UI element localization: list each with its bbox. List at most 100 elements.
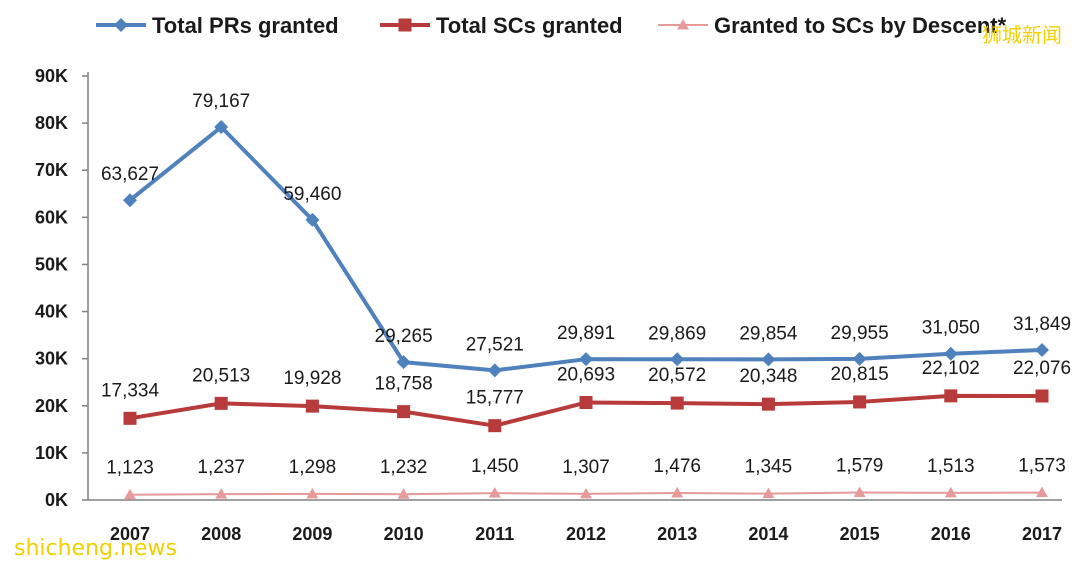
- data-label-total-scs-granted: 20,815: [831, 364, 889, 385]
- data-point-granted-to-scs-by-descent: [215, 488, 228, 499]
- data-label-granted-to-scs-by-descent: 1,476: [653, 456, 701, 477]
- data-point-total-prs-granted: [123, 193, 137, 208]
- data-label-total-prs-granted: 31,050: [922, 318, 980, 339]
- data-label-total-scs-granted: 18,758: [375, 374, 433, 395]
- data-label-total-prs-granted: 29,854: [739, 323, 798, 344]
- y-tick-label: 40K: [35, 302, 68, 322]
- data-point-granted-to-scs-by-descent: [397, 488, 410, 499]
- data-label-granted-to-scs-by-descent: 1,573: [1018, 456, 1066, 477]
- legend-item-total-prs-granted: Total PRs granted: [96, 13, 339, 38]
- legend-swatch-marker: [677, 19, 689, 30]
- data-label-total-prs-granted: 59,460: [283, 184, 341, 205]
- legend-label: Granted to SCs by Descent*: [714, 13, 1007, 38]
- data-point-total-scs-granted: [1035, 389, 1049, 403]
- y-tick-label: 20K: [35, 396, 68, 416]
- data-label-granted-to-scs-by-descent: 1,513: [927, 456, 975, 477]
- data-point-granted-to-scs-by-descent: [488, 487, 501, 498]
- data-label-total-prs-granted: 27,521: [466, 334, 524, 355]
- legend-label: Total SCs granted: [436, 13, 623, 38]
- data-label-granted-to-scs-by-descent: 1,298: [289, 457, 337, 478]
- data-label-total-scs-granted: 20,572: [648, 365, 706, 386]
- data-point-granted-to-scs-by-descent: [124, 488, 136, 500]
- data-point-total-prs-granted: [487, 363, 502, 378]
- data-point-total-scs-granted: [488, 419, 502, 433]
- y-tick-label: 80K: [35, 113, 68, 133]
- x-tick-label: 2013: [657, 524, 697, 544]
- x-tick-label: 2009: [292, 524, 332, 544]
- x-tick-label: 2012: [566, 524, 606, 544]
- data-label-total-prs-granted: 29,265: [375, 326, 433, 347]
- y-tick-label: 60K: [35, 207, 68, 227]
- data-point-total-scs-granted: [214, 396, 228, 410]
- legend-item-total-scs-granted: Total SCs granted: [380, 13, 623, 38]
- data-label-granted-to-scs-by-descent: 1,232: [380, 457, 428, 478]
- data-point-total-prs-granted: [305, 212, 320, 227]
- data-label-total-prs-granted: 29,869: [648, 323, 706, 344]
- x-tick-label: 2016: [931, 524, 971, 544]
- y-tick-label: 30K: [35, 349, 68, 369]
- y-tick-label: 50K: [35, 254, 68, 274]
- data-label-granted-to-scs-by-descent: 1,450: [471, 456, 519, 477]
- data-point-total-scs-granted: [944, 389, 958, 403]
- data-point-total-scs-granted: [123, 411, 137, 425]
- axes: 0K 10K 20K 30K 40K 50K 60K 70K 80K 90K 2007 2008 200…: [35, 66, 1062, 544]
- data-point-total-prs-granted: [670, 352, 685, 367]
- x-tick-label: 2014: [748, 524, 788, 544]
- data-point-total-prs-granted: [852, 351, 867, 366]
- legend-item-granted-to-scs-by-descent: Granted to SCs by Descent*: [658, 13, 1007, 38]
- data-point-total-scs-granted: [305, 399, 319, 413]
- data-point-total-prs-granted: [761, 352, 776, 367]
- x-tick-label: 2007: [110, 524, 150, 544]
- data-label-total-scs-granted: 15,777: [466, 388, 524, 409]
- data-point-total-prs-granted: [396, 355, 411, 370]
- data-point-granted-to-scs-by-descent: [944, 486, 957, 498]
- data-point-total-scs-granted: [397, 405, 411, 419]
- data-point-granted-to-scs-by-descent: [853, 486, 866, 498]
- data-point-total-scs-granted: [579, 396, 593, 410]
- data-point-granted-to-scs-by-descent: [580, 487, 592, 499]
- data-point-total-scs-granted: [853, 395, 867, 409]
- data-label-total-scs-granted: 20,513: [192, 365, 250, 386]
- watermark-bottom: shicheng.news: [14, 536, 177, 561]
- data-label-granted-to-scs-by-descent: 1,307: [562, 457, 610, 478]
- data-point-total-prs-granted: [579, 352, 593, 367]
- data-label-total-prs-granted: 79,167: [192, 91, 250, 112]
- data-label-total-scs-granted: 19,928: [283, 368, 341, 389]
- data-label-total-prs-granted: 63,627: [101, 164, 159, 185]
- data-label-granted-to-scs-by-descent: 1,237: [197, 457, 245, 478]
- legend-swatch-marker: [398, 18, 412, 32]
- x-tick-label: 2010: [384, 524, 424, 544]
- y-tick-label: 90K: [35, 66, 68, 86]
- series-total-scs-granted: [123, 389, 1049, 433]
- y-tick-label: 10K: [35, 443, 68, 463]
- data-label-granted-to-scs-by-descent: 1,123: [106, 458, 154, 479]
- legend-label: Total PRs granted: [152, 13, 339, 38]
- series-total-prs-granted: [123, 120, 1049, 378]
- data-label-total-scs-granted: 17,334: [101, 380, 160, 401]
- data-labels: 63,627 79,167 59,460 29,265 27,521 29,891 29,8…: [101, 91, 1071, 479]
- data-point-total-prs-granted: [943, 346, 958, 361]
- data-label-total-prs-granted: 29,891: [557, 323, 615, 344]
- y-tick-label: 0K: [45, 490, 68, 510]
- x-tick-label: 2017: [1022, 524, 1062, 544]
- data-point-total-prs-granted: [214, 120, 229, 135]
- y-tick-label: 70K: [35, 160, 68, 180]
- watermark-top: 狮城新闻: [982, 23, 1062, 47]
- data-label-granted-to-scs-by-descent: 1,345: [745, 457, 793, 478]
- legend: Total PRs granted Total SCs granted Grante…: [96, 13, 1007, 38]
- data-label-total-scs-granted: 20,348: [739, 366, 797, 387]
- x-tick-label: 2011: [475, 524, 514, 544]
- data-label-total-scs-granted: 20,693: [557, 365, 615, 386]
- data-point-total-scs-granted: [761, 397, 775, 411]
- data-point-granted-to-scs-by-descent: [306, 487, 319, 499]
- data-point-granted-to-scs-by-descent: [762, 487, 775, 499]
- data-point-granted-to-scs-by-descent: [1036, 486, 1048, 498]
- x-tick-label: 2008: [201, 524, 241, 544]
- data-point-total-scs-granted: [670, 396, 684, 410]
- data-label-total-scs-granted: 22,076: [1013, 358, 1071, 379]
- x-tick-label: 2015: [840, 524, 880, 544]
- data-point-granted-to-scs-by-descent: [671, 487, 684, 498]
- data-label-total-scs-granted: 22,102: [922, 358, 980, 379]
- data-label-total-prs-granted: 29,955: [831, 323, 889, 344]
